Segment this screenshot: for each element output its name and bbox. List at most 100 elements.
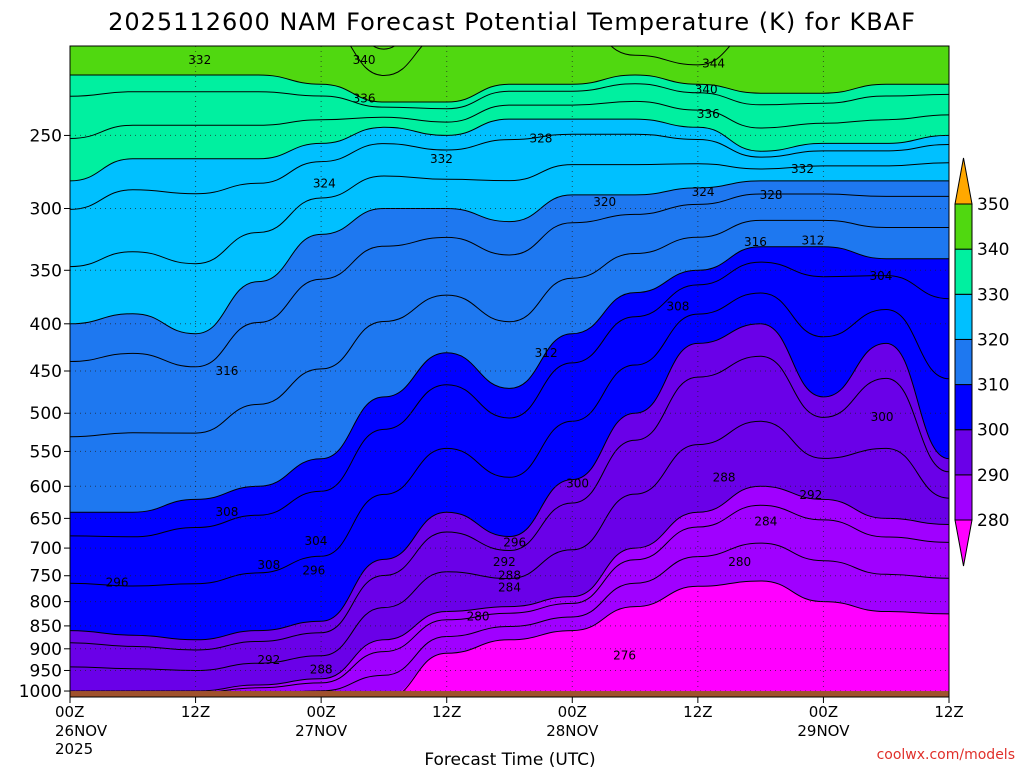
- contour-label-35: 284: [498, 580, 521, 594]
- contour-label-6: 348: [707, 35, 730, 49]
- contour-label-21: 300: [871, 410, 894, 424]
- contour-label-7: 344: [702, 57, 725, 71]
- isentrope-290: [70, 485, 949, 692]
- colorbar-swatch-300: [954, 384, 973, 431]
- contour-label-22: 288: [713, 471, 736, 485]
- contour-label-8: 340: [695, 83, 718, 97]
- contour-label-16: 312: [802, 234, 825, 248]
- colorbar-swatch-290: [954, 429, 973, 476]
- contour-label-37: 276: [613, 648, 636, 662]
- x-tick-label-36: 12Z: [432, 703, 461, 721]
- y-tick-label-550: 550: [30, 442, 62, 462]
- y-tick-label-650: 650: [30, 509, 62, 529]
- y-tick-label-1000: 1000: [19, 682, 62, 702]
- contour-label-26: 308: [216, 505, 239, 519]
- x-tick-label-24: 00Z: [306, 703, 335, 721]
- contour-label-19: 312: [535, 346, 558, 360]
- y-tick-label-500: 500: [30, 404, 62, 424]
- y-tick-label-800: 800: [30, 593, 62, 613]
- x-tick-label-12: 12Z: [181, 703, 210, 721]
- colorbar-swatch-330: [954, 248, 973, 295]
- contour-label-10: 332: [791, 162, 814, 176]
- y-axis: 250 300 350 400 450 500 550 600 650 700 750 800 850 9…: [19, 126, 70, 702]
- contour-label-30: 296: [302, 563, 325, 577]
- y-tick-label-750: 750: [30, 567, 62, 587]
- isentrope-334: [70, 100, 949, 139]
- colorbar-swatch-320: [954, 293, 973, 340]
- contour-label-27: 304: [304, 534, 327, 548]
- colorbar-label-340: 340: [977, 240, 1009, 260]
- theta-bands: [70, 46, 949, 697]
- y-tick-label-600: 600: [30, 477, 62, 497]
- colorbar: 280 290 300 310 320 330 340 350: [954, 157, 1009, 567]
- isentrope-324: [70, 162, 949, 268]
- isentrope-310: [70, 246, 949, 513]
- x-tick-label-48: 00Z: [558, 703, 587, 721]
- colorbar-label-290: 290: [977, 466, 1009, 486]
- x-tick-label-0: 00Z: [55, 703, 84, 721]
- x-tick-label-84: 12Z: [934, 703, 963, 721]
- contour-label-38: 292: [257, 653, 280, 667]
- contour-label-11: 328: [760, 188, 783, 202]
- colorbar-label-310: 310: [977, 376, 1009, 396]
- contour-label-18: 308: [667, 299, 690, 313]
- contour-label-31: 292: [493, 555, 516, 569]
- contour-label-39: 288: [310, 663, 333, 677]
- contour-label-14: 320: [593, 195, 616, 209]
- contour-label-36: 280: [467, 609, 490, 623]
- contour-label-2: 336: [353, 92, 376, 106]
- plot-area: 332 3403363323283523483443403363323283243…: [70, 35, 949, 697]
- contour-labels: 332 3403363323283523483443403363323283243…: [106, 35, 894, 677]
- y-tick-label-450: 450: [30, 362, 62, 382]
- contour-label-33: 280: [728, 555, 751, 569]
- colorbar-label-280: 280: [977, 511, 1009, 531]
- contour-label-24: 292: [799, 488, 822, 502]
- colorbar-top-arrow: [954, 157, 973, 205]
- colorbar-swatch-340: [954, 203, 973, 250]
- isentrope-318: [70, 193, 949, 368]
- y-tick-label-900: 900: [30, 640, 62, 660]
- colorbar-swatch-280: [954, 474, 973, 521]
- isentrope-320: [70, 180, 949, 335]
- contour-label-15: 316: [744, 235, 767, 249]
- contour-label-20: 316: [216, 364, 239, 378]
- x-year-label: 2025: [55, 740, 93, 758]
- x-tick-label-72: 00Z: [809, 703, 838, 721]
- isentrope-288: [70, 504, 949, 694]
- colorbar-bottom-arrow: [954, 519, 973, 567]
- colorbar-swatch-310: [954, 338, 973, 386]
- contour-label-29: 308: [257, 558, 280, 572]
- x-axis-label: Forecast Time (UTC): [424, 750, 595, 768]
- y-tick-label-400: 400: [30, 315, 62, 335]
- isentrope-330: [70, 118, 949, 182]
- y-tick-label-700: 700: [30, 539, 62, 559]
- contour-label-25: 284: [754, 514, 777, 528]
- grid-lines: [70, 46, 949, 697]
- contour-label-3: 332: [430, 152, 453, 166]
- band-above-340: [70, 46, 949, 102]
- ground-bar: [70, 691, 949, 697]
- isentrope-lines: [70, 46, 949, 697]
- isentrope-314: [70, 219, 949, 438]
- contour-label-4: 328: [529, 132, 552, 146]
- contour-label-12: 324: [313, 177, 336, 191]
- colorbar-label-330: 330: [977, 285, 1009, 305]
- contour-label-32: 288: [498, 569, 521, 583]
- y-tick-label-300: 300: [30, 200, 62, 220]
- x-date-label-48: 28NOV: [546, 722, 599, 740]
- chart-title: 2025112600 NAM Forecast Potential Temper…: [108, 8, 916, 36]
- isentrope-328: [70, 133, 949, 210]
- colorbar-label-300: 300: [977, 421, 1009, 441]
- isentrope-338: [70, 83, 949, 110]
- contour-label-28: 296: [503, 535, 526, 549]
- colorbar-label-320: 320: [977, 330, 1009, 350]
- contour-label-0: 332: [188, 53, 211, 67]
- isentrope-298: [70, 355, 949, 651]
- contour-label-23: 300: [566, 477, 589, 491]
- x-date-label-24: 27NOV: [295, 722, 348, 740]
- colorbar-label-350: 350: [977, 195, 1009, 215]
- x-date-label-0: 26NOV: [55, 722, 108, 740]
- contour-label-34: 296: [106, 576, 129, 590]
